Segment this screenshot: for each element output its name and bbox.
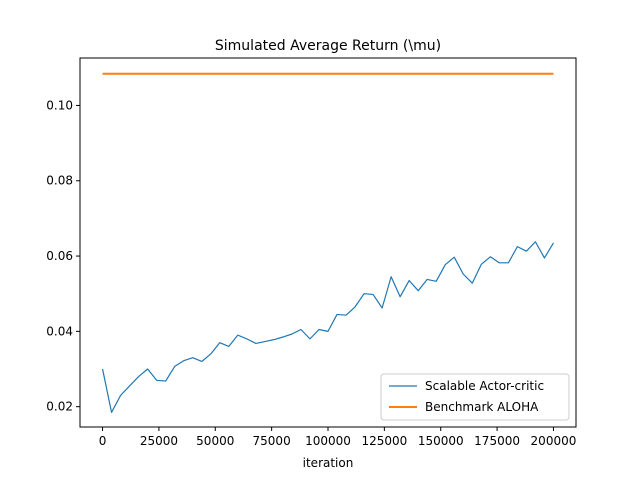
legend-label-2: Benchmark ALOHA — [425, 400, 539, 414]
chart-title: Simulated Average Return (\mu) — [215, 38, 441, 54]
x-tick-label: 175000 — [474, 434, 520, 448]
y-tick-label: 0.08 — [46, 174, 73, 188]
x-axis: 0 25000 50000 75000 100000 125000 150000 175000… — [99, 427, 577, 448]
x-axis-label: iteration — [303, 456, 354, 470]
y-axis: 0.02 0.04 0.06 0.08 0.10 — [46, 98, 80, 414]
series-line-1 — [101, 241, 554, 413]
x-tick-label: 125000 — [361, 434, 407, 448]
legend-label-1: Scalable Actor-critic — [425, 379, 544, 393]
y-tick-label: 0.04 — [46, 324, 73, 338]
y-tick-label: 0.02 — [46, 400, 73, 414]
x-tick-label: 150000 — [418, 434, 464, 448]
x-tick-label: 25000 — [140, 434, 178, 448]
y-tick-label: 0.10 — [46, 98, 73, 112]
y-tick-label: 0.06 — [46, 249, 73, 263]
legend-box — [380, 373, 570, 421]
x-tick-label: 100000 — [305, 434, 351, 448]
legend: Scalable Actor-critic Benchmark ALOHA — [380, 373, 570, 421]
x-tick-label: 200000 — [531, 434, 577, 448]
x-tick-label: 0 — [99, 434, 107, 448]
x-tick-label: 75000 — [253, 434, 291, 448]
x-tick-label: 50000 — [196, 434, 234, 448]
